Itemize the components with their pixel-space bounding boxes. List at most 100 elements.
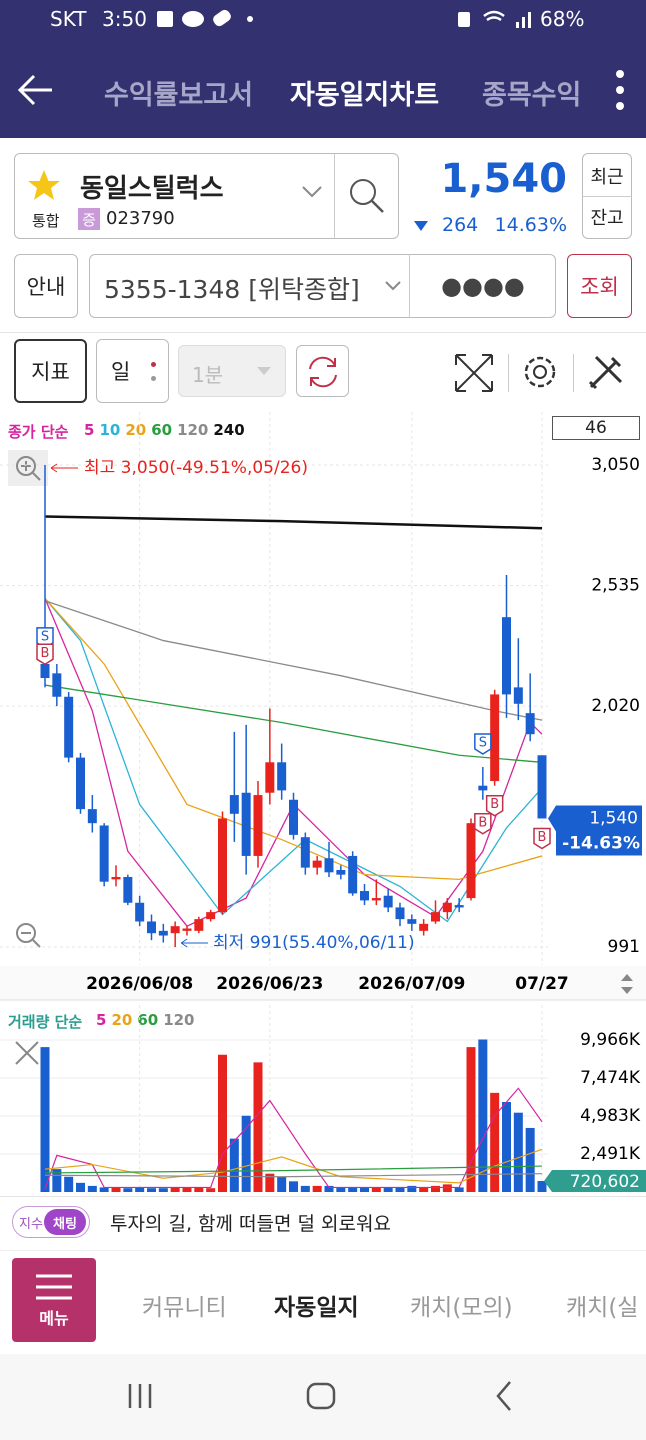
settings-button[interactable] — [520, 352, 560, 392]
fullscreen-button[interactable] — [453, 352, 495, 394]
dropdown-chevron[interactable] — [300, 182, 324, 202]
query-button[interactable]: 조회 — [567, 254, 632, 318]
search-button[interactable] — [346, 176, 386, 216]
volume-bar — [513, 1112, 523, 1192]
guide-button[interactable]: 안내 — [14, 254, 78, 318]
tools-button[interactable] — [586, 352, 626, 392]
legend-item: 20 — [125, 421, 147, 439]
signal-marker — [36, 643, 54, 666]
more-button[interactable] — [610, 68, 630, 112]
volume-bar — [395, 1187, 405, 1192]
low-arrow — [180, 938, 208, 948]
candle-body — [218, 818, 227, 913]
nav-tab[interactable]: 캐치(실 — [566, 1295, 639, 1321]
tab-active[interactable]: 자동일지차트 — [290, 80, 440, 111]
candle-body — [52, 673, 62, 697]
system-nav-icons[interactable] — [120, 1376, 540, 1416]
divider — [409, 254, 410, 318]
zoom-in[interactable] — [8, 450, 48, 486]
period-button[interactable]: 일 — [96, 339, 169, 403]
volume-bar — [99, 1187, 109, 1192]
y-tick-label: 4,983K — [580, 1106, 641, 1126]
minute-select[interactable] — [178, 345, 286, 397]
candle-body — [442, 902, 452, 913]
volume-bar — [52, 1169, 62, 1192]
volume-bar — [502, 1102, 511, 1192]
volume-bar — [478, 1039, 488, 1192]
volume-bar — [312, 1185, 322, 1192]
candle-body — [312, 860, 322, 868]
y-tick-label: 2,491K — [580, 1144, 641, 1164]
legend: 5 10 20 60 120 240 — [84, 421, 245, 439]
banner-badge: 지수 — [12, 1206, 90, 1238]
tab[interactable]: 종목수익 — [482, 80, 582, 111]
signal-marker — [474, 733, 492, 755]
volume-bar — [371, 1187, 381, 1192]
tab[interactable]: 수익률보고서 — [104, 80, 254, 111]
volume-bar — [525, 1127, 535, 1192]
candle-body — [158, 930, 168, 936]
market: 통합 — [32, 212, 60, 230]
system-nav — [0, 1354, 646, 1440]
x-tick-label: 07/27 — [515, 974, 569, 994]
legend: 5 20 60 120 — [96, 1011, 195, 1029]
candle-body — [383, 895, 393, 908]
high-arrow — [50, 463, 78, 473]
legend-item: 240 — [213, 421, 245, 439]
volume-bar — [76, 1182, 85, 1192]
high-label: 최고 3,050(-49.51%,05/26) — [84, 458, 308, 478]
volume-bar — [206, 1188, 216, 1192]
recent-button[interactable]: 최근 — [590, 167, 624, 188]
volume-bar — [360, 1187, 369, 1192]
low-label: 최저 991(55.40%,06/11) — [213, 933, 415, 953]
volume-bar — [135, 1187, 145, 1192]
volume-bar — [348, 1187, 358, 1192]
candle-body — [206, 912, 216, 920]
candle-body — [395, 907, 405, 920]
signal-marker — [533, 827, 551, 850]
dropdown-chevron[interactable] — [384, 278, 402, 294]
signal-marker — [485, 794, 504, 817]
candle-body — [513, 687, 523, 704]
favorite-star[interactable] — [26, 168, 62, 204]
candle-body — [135, 902, 145, 922]
signal-label: B — [538, 830, 547, 845]
balance-button[interactable]: 잔고 — [590, 208, 624, 229]
back-button[interactable] — [16, 70, 56, 110]
legend-title: 종가 단순 — [8, 423, 69, 441]
volume-bar — [123, 1188, 133, 1192]
volume-bar — [241, 1115, 251, 1192]
account-number[interactable]: 5355-1348 [위탁종합] — [104, 275, 360, 304]
count-box: 46 — [552, 416, 640, 440]
last-change: -14.63% — [562, 833, 640, 853]
y-tick-label: 7,474K — [580, 1068, 641, 1088]
refresh-button[interactable] — [296, 345, 349, 397]
volume-bar — [431, 1185, 440, 1192]
last-price-box — [548, 805, 642, 856]
menu-button[interactable] — [12, 1258, 96, 1342]
volume-bar — [324, 1185, 334, 1192]
down-triangle — [414, 221, 428, 231]
market-badge: 증 — [78, 208, 100, 230]
volume-bar — [407, 1185, 417, 1192]
scroll-arrows[interactable] — [621, 974, 633, 994]
banner[interactable] — [0, 1196, 646, 1248]
menu-label: 메뉴 — [39, 1309, 69, 1328]
volume-bar — [87, 1185, 97, 1192]
signal-marker — [474, 813, 492, 835]
zoom-out[interactable] — [16, 923, 41, 948]
close-volume[interactable] — [15, 1041, 39, 1065]
last-volume-box — [544, 1170, 646, 1193]
nav-tab[interactable]: 캐치(모의) — [410, 1295, 513, 1321]
legend-item: 10 — [99, 421, 121, 439]
nav-tab[interactable]: 커뮤니티 — [142, 1295, 227, 1321]
battery: 68% — [540, 7, 585, 31]
nav-tab-active[interactable]: 자동일지 — [274, 1295, 359, 1321]
legend-item: 5 — [96, 1011, 107, 1029]
y-tick-label: 2,535 — [591, 576, 640, 596]
password-field[interactable]: ●●●● — [441, 272, 525, 300]
volume-bar — [336, 1187, 346, 1192]
indicator-button[interactable]: 지표 — [14, 339, 87, 403]
